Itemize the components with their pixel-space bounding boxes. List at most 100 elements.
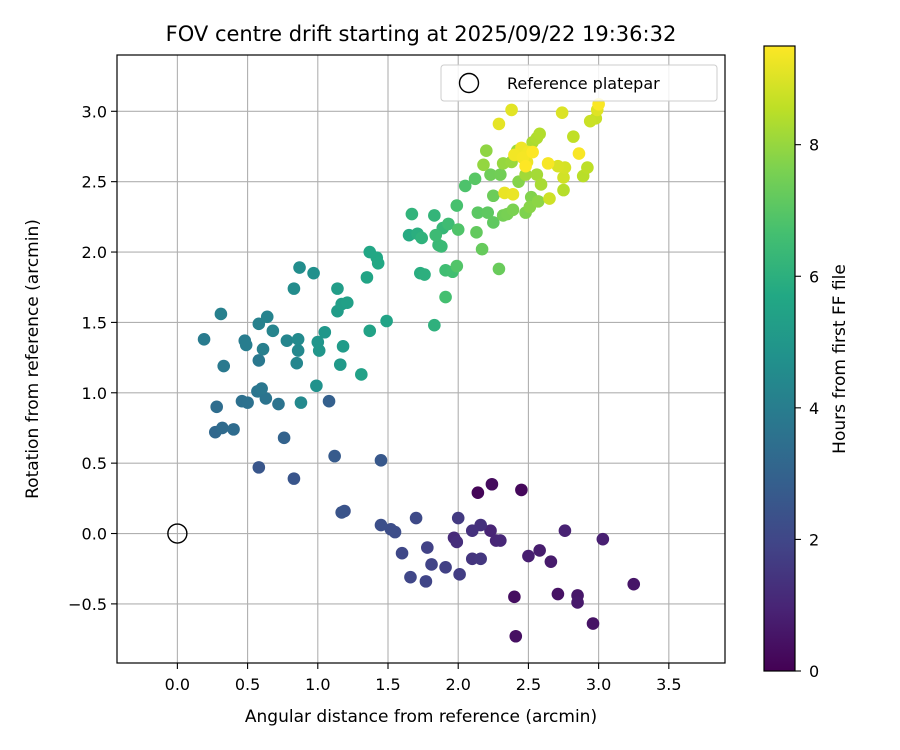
data-point [581,161,594,174]
x-tick-label: 1.5 [375,675,400,694]
colorbar-tick-label: 2 [809,530,819,549]
data-point [291,332,305,346]
data-point [318,325,332,339]
data-point [336,340,350,353]
data-point [544,555,558,568]
data-point [217,359,231,373]
data-point [374,518,388,532]
colorbar: 0 2 4 6 8 Hours from first FF file [763,45,850,681]
plot-frame [116,54,726,664]
colorbar-tick-label: 4 [809,399,819,418]
y-tick-label: 1.0 [82,384,107,403]
x-tick-label: 3.5 [656,675,681,694]
scatter-points [197,97,641,643]
data-point [425,558,438,571]
y-axis-ticks: −0.5 0.0 0.5 1.0 1.5 2.0 2.5 3.0 [68,102,117,614]
data-point [335,506,348,519]
data-point [450,199,464,212]
data-point [487,216,500,229]
data-point [506,203,520,217]
data-point [421,541,434,554]
data-point [374,454,388,467]
data-point [439,290,452,304]
colorbar-ticks: 0 2 4 6 8 [795,136,819,681]
y-tick-label: 2.5 [82,173,107,192]
data-point [256,342,270,356]
data-point [492,262,506,276]
y-tick-label: 1.5 [82,313,107,332]
data-point [363,324,377,338]
x-tick-label: 0.0 [165,675,190,694]
y-tick-label: 2.0 [82,243,107,262]
data-point [290,356,304,370]
data-point [450,535,464,549]
data-point [494,168,507,181]
data-point [259,392,273,405]
data-point [492,117,506,131]
data-point [442,217,455,231]
data-point [530,168,544,181]
data-point [280,334,294,348]
data-point [272,397,285,411]
data-point [252,354,266,367]
data-point [451,511,465,525]
data-point [557,183,570,197]
x-axis-ticks: 0.0 0.5 1.0 1.5 2.0 2.5 3.0 3.5 [165,663,682,694]
data-point [405,207,419,221]
data-point [494,534,507,547]
data-point [380,314,393,328]
data-point [471,206,485,219]
data-point [418,268,431,281]
data-point [522,549,535,563]
data-point [567,130,580,143]
x-tick-label: 3.0 [586,675,611,694]
data-point [331,282,344,295]
data-point [312,344,326,357]
colorbar-tick-label: 8 [809,136,819,155]
data-point [485,477,499,491]
legend-entry-label: Reference platepar [507,74,660,93]
y-tick-label: 3.0 [82,102,107,121]
data-point [371,256,385,270]
plot-area [117,55,725,663]
data-point [484,168,497,181]
data-point [586,617,600,630]
data-point [216,421,229,435]
data-point [533,127,546,141]
data-point [260,310,274,324]
data-point [340,296,354,310]
data-point [287,472,301,485]
data-point [439,560,452,574]
legend-marker-icon [458,72,480,94]
chart-title: FOV centre drift starting at 2025/09/22 … [166,22,677,46]
data-point [519,159,532,173]
x-tick-label: 2.5 [516,675,541,694]
data-point [333,358,347,371]
y-tick-label: −0.5 [68,595,107,614]
data-point [468,172,482,186]
data-point [360,271,374,284]
data-point [596,532,610,546]
data-point [287,282,301,295]
data-point [627,577,641,591]
data-point [479,144,493,158]
data-point [435,240,448,253]
data-point [583,114,597,128]
data-point [572,147,586,160]
colorbar-tick-label: 0 [809,662,819,681]
data-point [509,629,523,643]
y-axis-label: Rotation from reference (arcmin) [23,219,43,499]
data-point [429,228,443,242]
data-point [428,318,441,332]
data-point [415,231,429,245]
data-point [310,379,323,393]
x-tick-label: 2.0 [445,675,470,694]
data-point [450,259,464,273]
data-point [241,396,254,409]
data-point [197,332,211,346]
colorbar-frame [763,45,796,672]
data-point [409,511,423,525]
data-point [255,382,268,395]
data-point [277,431,291,445]
data-point [526,145,539,159]
